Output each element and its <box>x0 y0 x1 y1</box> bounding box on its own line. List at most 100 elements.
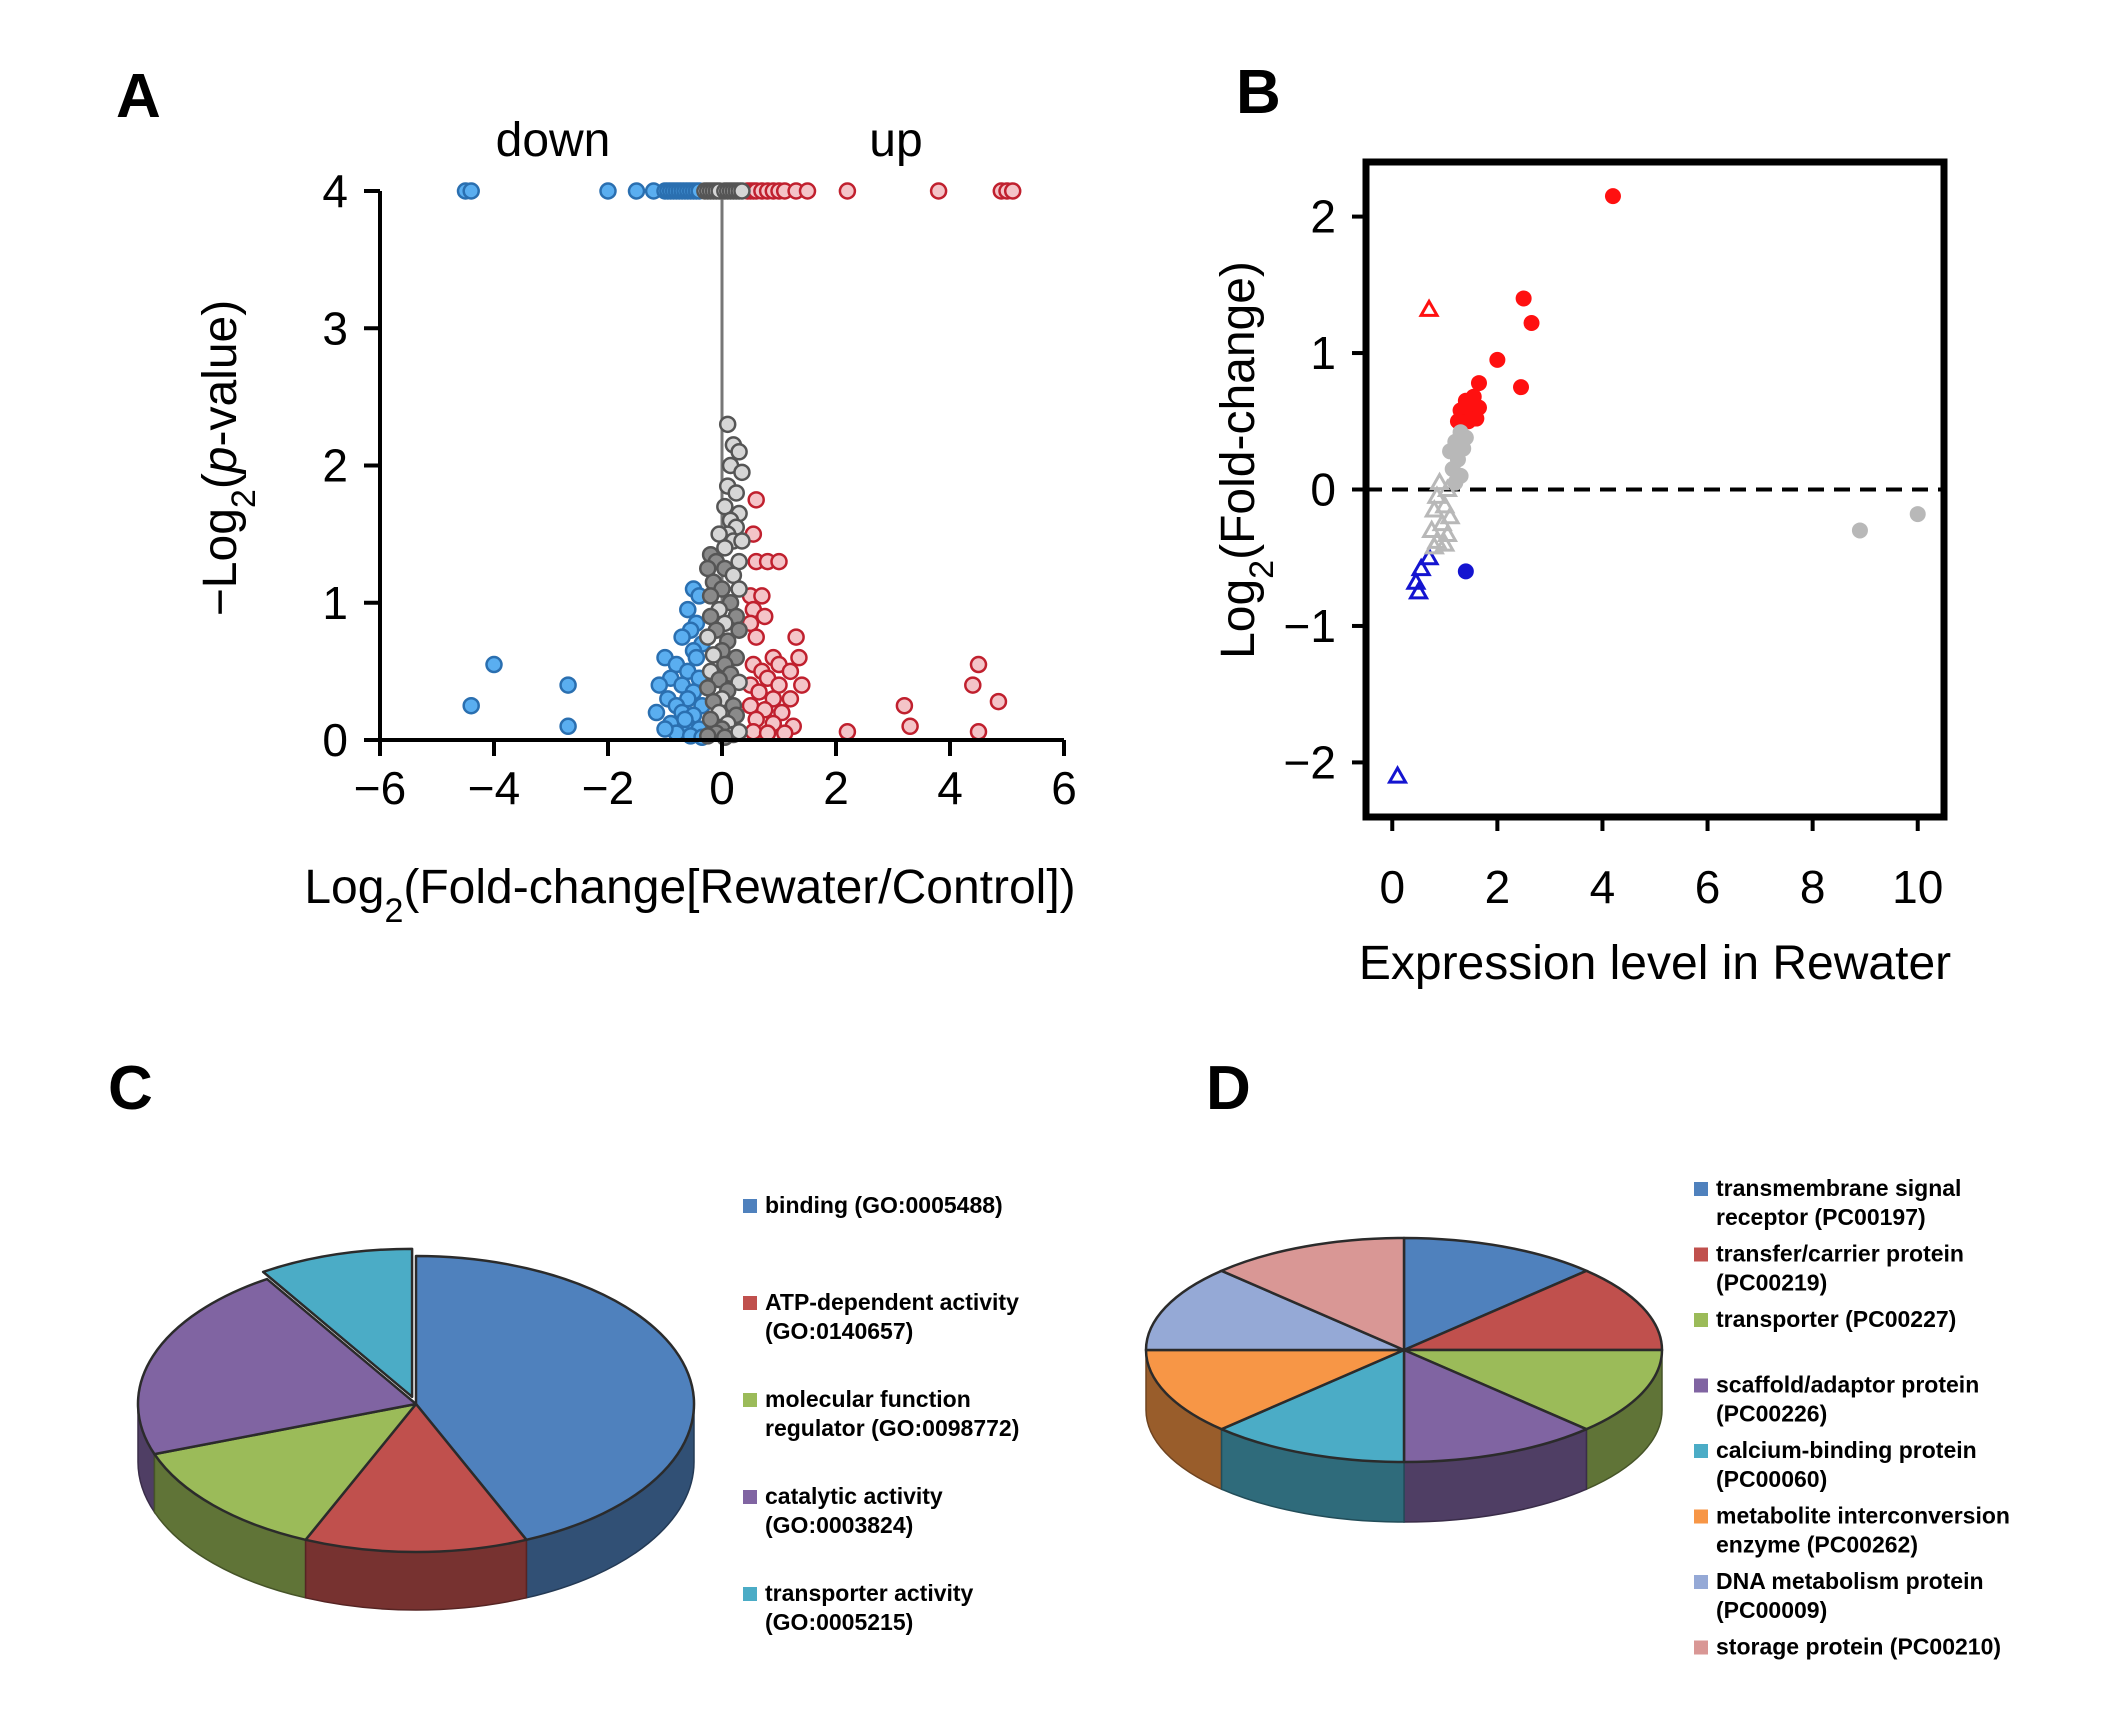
protein-class-pie-chart: transmembrane signal receptor (PC00197) tr… <box>1144 1175 2010 1660</box>
volcano-point-up <box>750 683 768 701</box>
legend-swatch <box>1694 1313 1708 1327</box>
scatter-x-axis-label: Expression level in Rewater <box>1359 937 1951 990</box>
scatter-point-circle <box>1468 410 1485 427</box>
pie-slice-top <box>1402 1269 1664 1352</box>
volcano-point-up <box>901 717 919 736</box>
volcano-x-tick-label: 4 <box>937 762 963 814</box>
volcano-x-axis-label: Log2(Fold-change[Rewater/Control]) <box>304 861 1075 930</box>
scatter-point-circle <box>1457 563 1474 580</box>
volcano-y-tick-label: 4 <box>322 165 348 217</box>
volcano-point-down <box>462 696 480 715</box>
legend-label: metabolite interconversion <box>1716 1503 2010 1529</box>
expression-scatter-plot: 0 2 4 6 8 10 −2 −1 0 1 2 Expression level in Rewat… <box>1212 158 1951 990</box>
volcano-point-up <box>969 655 988 674</box>
scatter-x-tick-label: 2 <box>1485 861 1511 913</box>
scatter-point-triangle <box>1431 512 1453 532</box>
pie-slice-top <box>1402 1348 1588 1464</box>
legend-label: (PC00009) <box>1716 1597 1827 1623</box>
volcano-point-up <box>798 182 817 200</box>
legend-swatch <box>1694 1509 1708 1524</box>
volcano-point-not-significant <box>730 621 748 639</box>
volcano-point-not-significant <box>718 415 737 434</box>
pie-slice-top <box>153 1402 418 1542</box>
volcano-point-up <box>838 182 857 200</box>
pie-slice-top <box>1220 1348 1406 1464</box>
volcano-point-down <box>559 676 577 694</box>
scatter-point-triangle <box>1386 765 1409 784</box>
volcano-point-not-significant <box>716 728 734 747</box>
legend-swatch <box>743 1587 757 1601</box>
scatter-ylabel-sub: 2 <box>1243 560 1281 579</box>
pie-slice-top <box>261 1247 414 1399</box>
volcano-point-up <box>895 696 914 715</box>
legend-swatch <box>1694 1182 1708 1196</box>
volcano-point-not-significant <box>733 532 751 550</box>
volcano-point-down <box>462 182 480 200</box>
volcano-point-up <box>744 723 763 741</box>
legend-label: binding (GO:0005488) <box>765 1192 1003 1218</box>
volcano-point-not-significant <box>730 580 748 598</box>
legend-swatch <box>1694 1247 1708 1262</box>
scatter-axes: 0 2 4 6 8 10 −2 −1 0 1 2 <box>1284 191 1944 913</box>
volcano-ylabel-mid: ( <box>194 473 247 489</box>
scatter-point-triangle <box>1407 580 1430 600</box>
volcano-point-down <box>687 648 706 667</box>
scatter-x-tick-label: 10 <box>1892 861 1943 913</box>
legend-label: receptor (PC00197) <box>1716 1204 1926 1230</box>
legend-label: regulator (GO:0098772) <box>765 1415 1019 1441</box>
volcano-point-up <box>781 662 800 681</box>
legend-label: (GO:0005215) <box>765 1609 913 1635</box>
volcano-xlabel-sub: 2 <box>384 892 403 930</box>
volcano-point-down <box>650 676 669 694</box>
scatter-point-circle <box>1909 506 1926 523</box>
scatter-y-tick-label: 0 <box>1310 464 1336 516</box>
go-pie-legend: binding (GO:0005488) ATP-dependent activi… <box>743 1192 1019 1635</box>
volcano-point-up <box>793 676 811 694</box>
scatter-point-triangle <box>1428 471 1451 491</box>
pie-slice-top <box>1220 1236 1406 1352</box>
scatter-point-triangle <box>1434 533 1456 552</box>
pie-slice-top <box>1402 1348 1664 1431</box>
volcano-point-not-significant <box>730 673 748 692</box>
volcano-x-tick-label: 2 <box>823 762 849 814</box>
volcano-point-up <box>781 690 800 708</box>
volcano-point-up <box>1003 182 1022 200</box>
volcano-point-up <box>790 648 808 667</box>
scatter-point-circle <box>1604 188 1621 205</box>
scatter-point-circle <box>1470 375 1487 392</box>
volcano-x-tick-label: 0 <box>709 762 735 814</box>
scatter-x-tick-label: 4 <box>1590 861 1616 913</box>
volcano-point-up <box>929 182 948 200</box>
volcano-point-up <box>989 692 1008 711</box>
volcano-point-not-significant <box>704 646 723 664</box>
legend-swatch <box>743 1199 757 1213</box>
scatter-y-tick-label: 1 <box>1310 327 1336 379</box>
volcano-y-tick-label: 3 <box>322 302 348 354</box>
volcano-point-not-significant <box>716 539 734 557</box>
go-function-pie-chart: binding (GO:0005488) ATP-dependent activi… <box>136 1192 1019 1635</box>
volcano-y-axis-label: −Log2(p-value) <box>194 300 263 616</box>
legend-label: DNA metabolism protein <box>1716 1568 1984 1594</box>
annotation-down: down <box>496 114 611 167</box>
scatter-x-tick-label: 6 <box>1695 861 1721 913</box>
volcano-point-not-significant <box>730 443 748 461</box>
volcano-point-up <box>964 676 982 694</box>
volcano-x-tick-label: −2 <box>582 762 634 814</box>
legend-label: calcium-binding protein <box>1716 1437 1977 1463</box>
volcano-point-up <box>770 552 788 571</box>
volcano-point-not-significant <box>730 723 748 741</box>
legend-label: (GO:0140657) <box>765 1318 913 1344</box>
annotation-up: up <box>869 114 922 167</box>
scatter-y-tick-label: −1 <box>1284 600 1336 652</box>
scatter-point-triangle <box>1423 535 1445 555</box>
legend-label: molecular function <box>765 1386 971 1412</box>
legend-swatch <box>1694 1444 1708 1458</box>
volcano-point-not-significant <box>733 463 751 482</box>
legend-label: transfer/carrier protein <box>1716 1241 1964 1267</box>
scatter-ylabel-post: (Fold-change) <box>1212 261 1265 560</box>
volcano-point-down <box>676 710 694 729</box>
volcano-point-not-significant <box>733 182 751 200</box>
legend-label: storage protein (PC00210) <box>1716 1634 2001 1660</box>
scatter-point-triangle <box>1418 546 1440 566</box>
